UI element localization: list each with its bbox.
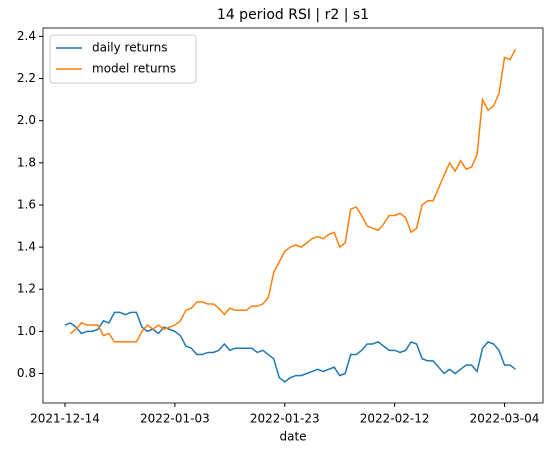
legend-label: daily returns <box>92 41 168 55</box>
legend-box <box>49 34 197 84</box>
line <box>64 311 516 383</box>
x-tick-label: 2022-01-03 <box>140 412 210 426</box>
x-tick-label: 2022-02-12 <box>360 412 430 426</box>
y-tick-label: 1.8 <box>17 155 36 169</box>
plot-frame <box>42 27 544 404</box>
x-tick-label: 2021-12-14 <box>30 412 100 426</box>
x-axis-label: date <box>279 430 306 444</box>
y-tick-label: 1.2 <box>17 282 36 296</box>
chart-title: 14 period RSI | r2 | s1 <box>217 7 369 23</box>
y-tick-label: 1.0 <box>17 324 36 338</box>
x-tick-label: 2022-03-04 <box>470 412 540 426</box>
x-tick-label: 2022-01-23 <box>250 412 320 426</box>
y-tick-label: 1.6 <box>17 197 36 211</box>
y-tick-label: 0.8 <box>17 366 36 380</box>
y-tick-label: 2.2 <box>17 71 36 85</box>
line <box>70 48 517 343</box>
y-tick-label: 2.4 <box>17 29 36 43</box>
y-tick-label: 1.4 <box>17 240 36 254</box>
y-tick-label: 2.0 <box>17 113 36 127</box>
legend-label: model returns <box>92 62 176 76</box>
